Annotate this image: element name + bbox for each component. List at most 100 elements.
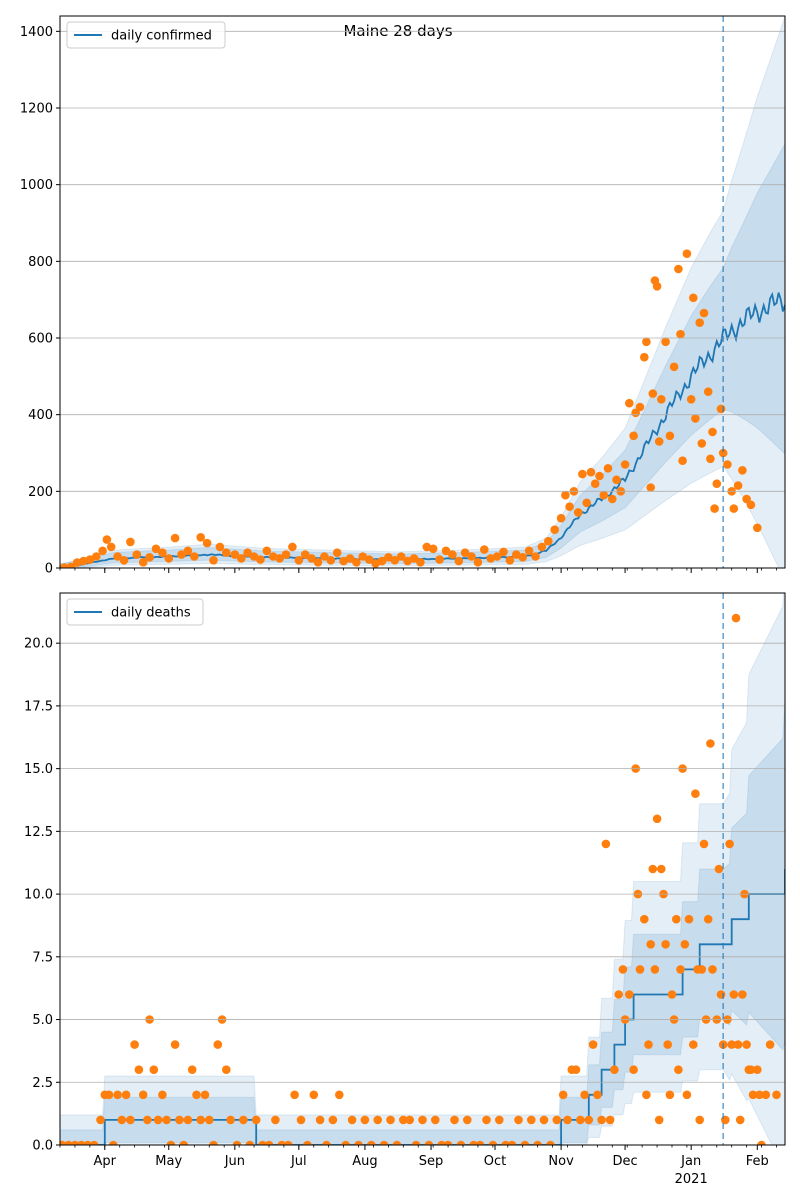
observed-point bbox=[742, 1040, 751, 1049]
observed-point bbox=[418, 1115, 427, 1125]
observed-point bbox=[648, 864, 658, 874]
observed-point bbox=[296, 1115, 306, 1125]
observed-point bbox=[601, 839, 611, 849]
observed-point bbox=[258, 1140, 267, 1145]
observed-point bbox=[239, 1115, 248, 1125]
observed-point bbox=[360, 1115, 370, 1125]
observed-point bbox=[437, 1140, 446, 1145]
observed-point bbox=[367, 1140, 376, 1145]
observed-point bbox=[755, 1090, 764, 1100]
uncertainty-band-inner bbox=[60, 143, 785, 568]
observed-point bbox=[586, 467, 596, 477]
observed-point bbox=[718, 448, 728, 458]
observed-point bbox=[582, 498, 591, 508]
observed-point bbox=[578, 469, 587, 479]
observed-point bbox=[731, 613, 741, 623]
observed-point bbox=[614, 990, 623, 999]
observed-point bbox=[179, 1140, 188, 1145]
observed-point bbox=[588, 1040, 598, 1049]
observed-point bbox=[733, 481, 743, 490]
observed-point bbox=[405, 1115, 415, 1125]
observed-point bbox=[552, 1115, 562, 1125]
observed-point bbox=[399, 1115, 408, 1125]
legend-label: daily confirmed bbox=[111, 29, 212, 44]
observed-point bbox=[328, 1115, 338, 1125]
observed-point bbox=[563, 1115, 572, 1125]
observed-point bbox=[187, 1065, 197, 1074]
observed-point bbox=[646, 483, 655, 492]
observed-point bbox=[676, 329, 685, 339]
ytick-label: 17.5 bbox=[24, 699, 53, 714]
observed-point bbox=[674, 264, 683, 274]
observed-point bbox=[612, 475, 621, 485]
observed-point bbox=[373, 1115, 383, 1125]
observed-point bbox=[222, 1065, 231, 1074]
observed-point bbox=[441, 546, 451, 556]
observed-point bbox=[428, 544, 438, 554]
observed-point bbox=[772, 1090, 781, 1100]
observed-point bbox=[96, 1115, 105, 1125]
observed-point bbox=[699, 839, 709, 849]
observed-point bbox=[716, 404, 726, 414]
observed-point bbox=[544, 536, 553, 546]
observed-point bbox=[132, 550, 142, 559]
observed-point bbox=[689, 1040, 698, 1049]
uncertainty-band-inner bbox=[60, 696, 785, 1145]
observed-point bbox=[245, 1140, 255, 1145]
observed-point bbox=[315, 1115, 325, 1125]
observed-point bbox=[313, 558, 323, 567]
observed-point bbox=[599, 490, 609, 500]
observed-point bbox=[450, 1115, 459, 1125]
observed-point bbox=[177, 550, 186, 559]
observed-point bbox=[113, 1090, 122, 1100]
observed-point bbox=[716, 990, 726, 999]
uncertainty-band-outer bbox=[60, 16, 785, 568]
observed-point bbox=[119, 556, 129, 565]
observed-point bbox=[492, 552, 502, 561]
observed-point bbox=[271, 1115, 280, 1125]
observed-point bbox=[558, 1090, 568, 1100]
observed-point bbox=[729, 990, 739, 999]
observed-point bbox=[213, 1040, 223, 1049]
observed-point bbox=[85, 555, 95, 564]
xtick-label: Oct bbox=[484, 1154, 506, 1169]
observed-point bbox=[409, 554, 419, 563]
observed-point bbox=[294, 556, 304, 565]
observed-point bbox=[138, 1090, 148, 1100]
observed-point bbox=[652, 814, 662, 824]
observed-point bbox=[237, 554, 246, 563]
observed-point bbox=[249, 552, 259, 561]
observed-point bbox=[708, 427, 717, 437]
observed-point bbox=[215, 542, 225, 552]
observed-point bbox=[277, 1140, 287, 1145]
observed-point bbox=[708, 965, 717, 974]
observed-point bbox=[514, 1115, 523, 1125]
observed-point bbox=[205, 1115, 214, 1125]
observed-point bbox=[170, 533, 180, 543]
observed-point bbox=[597, 1115, 606, 1125]
observed-point bbox=[590, 479, 600, 489]
ytick-label: 1200 bbox=[20, 102, 53, 117]
observed-point bbox=[697, 439, 707, 448]
observed-point bbox=[635, 402, 645, 412]
legend-box bbox=[66, 598, 204, 626]
ytick-label: 12.5 bbox=[24, 825, 53, 840]
observed-point bbox=[143, 1115, 152, 1125]
observed-point bbox=[158, 1090, 167, 1100]
observed-point bbox=[712, 479, 722, 489]
observed-point bbox=[695, 1115, 704, 1125]
observed-point bbox=[358, 552, 368, 561]
ytick-label: 15.0 bbox=[24, 762, 53, 777]
observed-point bbox=[196, 1115, 205, 1125]
observed-point bbox=[710, 504, 719, 513]
observed-point bbox=[757, 1140, 766, 1145]
plot-area bbox=[60, 16, 785, 568]
observed-point bbox=[232, 1140, 242, 1145]
observed-point bbox=[746, 1065, 756, 1074]
xtick-label: Feb bbox=[746, 1154, 769, 1169]
observed-point bbox=[657, 864, 666, 874]
xtick-label: Jun bbox=[224, 1154, 245, 1169]
observed-point bbox=[456, 1140, 466, 1145]
observed-point bbox=[283, 1140, 293, 1145]
observed-point bbox=[501, 1140, 510, 1145]
